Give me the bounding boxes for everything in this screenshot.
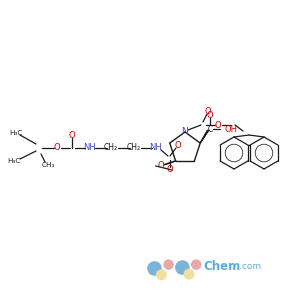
Circle shape <box>164 260 173 269</box>
Text: NH: NH <box>150 143 162 152</box>
Text: Chem: Chem <box>203 260 241 273</box>
Circle shape <box>176 261 189 274</box>
Text: O: O <box>54 143 60 152</box>
Text: O: O <box>167 166 173 175</box>
Text: C: C <box>208 124 213 134</box>
Text: O: O <box>205 106 211 116</box>
Text: H₃C: H₃C <box>9 130 23 136</box>
Text: O: O <box>157 161 164 170</box>
Circle shape <box>148 262 161 275</box>
Text: N: N <box>182 128 188 136</box>
Text: O: O <box>207 111 214 120</box>
Text: .com: .com <box>239 262 261 271</box>
Text: CH₃: CH₃ <box>41 162 55 168</box>
Circle shape <box>157 270 166 280</box>
Text: CH₂: CH₂ <box>127 143 141 152</box>
Text: O: O <box>175 140 181 149</box>
Text: OH: OH <box>224 124 237 134</box>
Circle shape <box>184 269 194 279</box>
Text: NH: NH <box>82 143 95 152</box>
Text: CH₂: CH₂ <box>104 143 118 152</box>
Circle shape <box>192 260 201 269</box>
Text: H₃C: H₃C <box>7 158 21 164</box>
Text: O: O <box>69 130 75 140</box>
Text: O: O <box>215 121 221 130</box>
